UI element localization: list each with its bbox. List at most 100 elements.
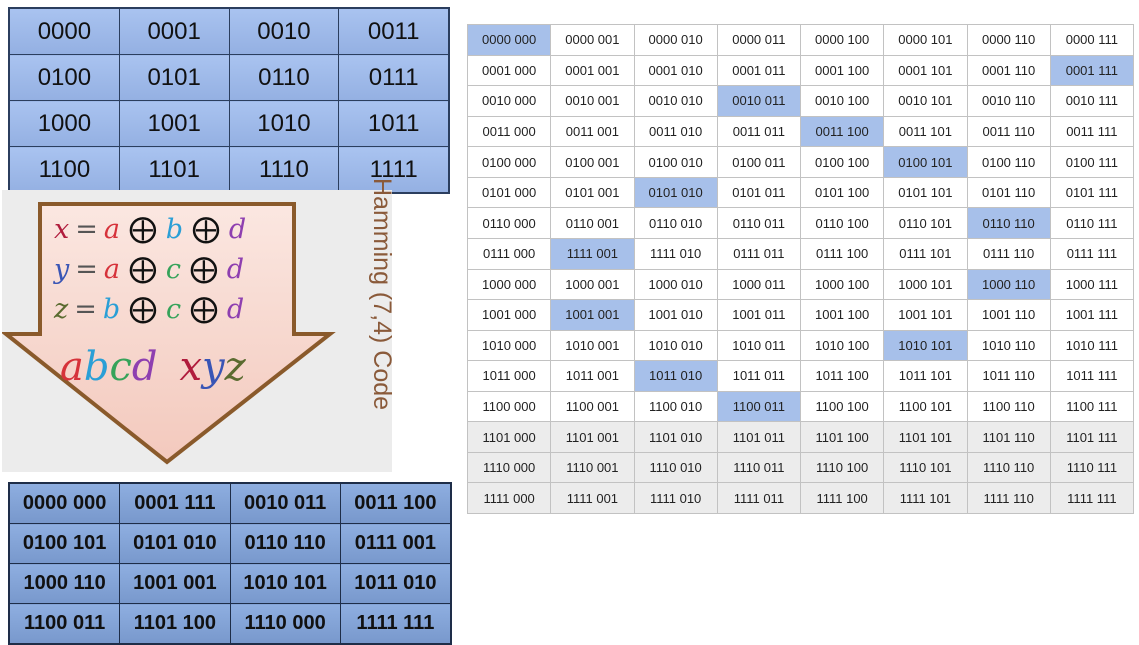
- codeword-cell: 1001 001: [119, 563, 231, 604]
- equals-sign: =: [75, 254, 98, 285]
- grid-cell: 1000 101: [883, 268, 968, 301]
- table-row: 0100 101 0101 010 0110 110 0111 001: [8, 523, 452, 564]
- grid-cell: 1010 000: [466, 329, 552, 362]
- table-row: 1000 000 1000 001 1000 010 1000 011 1000 100…: [466, 268, 1135, 301]
- grid-cell: 0101 110: [966, 176, 1051, 209]
- formula-term: b: [165, 214, 184, 245]
- grid-cell: 1010 110: [966, 329, 1051, 362]
- grid-cell: 0000 001: [550, 24, 635, 56]
- grid-cell: 0110 101: [883, 207, 968, 239]
- grid-cell: 0000 111: [1049, 24, 1135, 56]
- valid-codeword-cell: 0100 101: [883, 146, 968, 178]
- grid-cell: 0011 101: [883, 115, 968, 148]
- grid-cell: 0001 101: [883, 54, 968, 87]
- grid-cell: 0010 010: [633, 85, 718, 117]
- grid-cell: 0101 001: [550, 176, 635, 209]
- valid-codeword-cell: 1111 001: [550, 237, 635, 270]
- grid-cell: 0000 011: [716, 24, 802, 56]
- data-word-cell: 0010: [228, 7, 340, 55]
- codeword-cell: 0010 011: [229, 482, 341, 524]
- codeword-cell: 0001 111: [119, 482, 231, 524]
- codeword-cell: 1100 011: [8, 603, 121, 645]
- formula-term: c: [165, 294, 182, 325]
- seven-bit-grid: 0000 000 0000 001 0000 010 0000 011 0000 100…: [466, 24, 1135, 514]
- grid-cell: 1111 100: [799, 482, 885, 514]
- hamming-title: Hamming (7,4) Code: [368, 178, 396, 411]
- grid-cell: 0100 001: [550, 146, 635, 178]
- table-row: 0010 000 0010 001 0010 010 0010 011 0010 100…: [466, 85, 1135, 117]
- formula-term: a: [103, 254, 120, 285]
- data-word-cell: 0001: [118, 7, 230, 55]
- data-word-cell: 1000: [8, 100, 120, 147]
- grid-cell: 1110 001: [550, 451, 635, 484]
- valid-codeword-cell: 1110 000: [466, 451, 552, 484]
- grid-cell: 0011 111: [1049, 115, 1135, 148]
- valid-codeword-cell: 0011 100: [799, 115, 885, 148]
- formula-term: c: [165, 254, 181, 285]
- grid-cell: 0110 001: [550, 207, 635, 239]
- grid-cell: 1011 100: [799, 360, 885, 392]
- grid-cell: 0111 111: [1049, 237, 1135, 270]
- grid-cell: 1001 110: [966, 299, 1051, 331]
- grid-cell: 1101 101: [883, 421, 968, 453]
- grid-cell: 1100 110: [966, 390, 1051, 423]
- grid-cell: 1000 000: [466, 268, 552, 301]
- codeword-cell: 1011 010: [339, 563, 452, 604]
- table-row: 1100 1101 1110 1111: [8, 146, 450, 194]
- grid-cell: 1100 010: [633, 390, 718, 423]
- formula-x: x = a ⨁ b ⨁ d: [54, 212, 246, 245]
- valid-codeword-cell: 1011 010: [633, 360, 718, 392]
- formula-lhs: z: [54, 294, 69, 325]
- grid-cell: 1011 001: [550, 360, 635, 392]
- data-word-cell: 1001: [118, 100, 230, 147]
- formula-y: y = a ⨁ c ⨁ d: [54, 252, 244, 285]
- formula-z: z = b ⨁ c ⨁ d: [54, 292, 244, 325]
- grid-cell: 0001 110: [966, 54, 1051, 87]
- grid-cell: 1011 110: [966, 360, 1051, 392]
- table-row: 0100 000 0100 001 0100 010 0100 011 0100 100…: [466, 146, 1135, 178]
- table-row: 1011 000 1011 001 1011 010 1011 011 1011 100…: [466, 360, 1135, 392]
- formula-term: b: [102, 294, 121, 325]
- grid-cell: 0000 010: [633, 24, 718, 56]
- table-row: 0000 000 0000 001 0000 010 0000 011 0000 100…: [466, 24, 1135, 56]
- grid-cell: 1000 001: [550, 268, 635, 301]
- grid-cell: 0100 011: [716, 146, 802, 178]
- codeword-cell: 0011 100: [339, 482, 452, 524]
- valid-codeword-cell: 0001 111: [1049, 54, 1135, 87]
- codeword-letter: z: [224, 344, 246, 390]
- codeword-cell: 0110 110: [229, 523, 341, 564]
- data-word-cell: 1011: [338, 100, 450, 147]
- data-word-cell: 1010: [228, 100, 340, 147]
- formula-term: d: [226, 294, 245, 325]
- xor-icon: ⨁: [183, 212, 229, 245]
- grid-cell: 0011 000: [466, 115, 552, 148]
- codeword-letters: abcd xyz: [60, 344, 246, 390]
- grid-cell: 1000 111: [1049, 268, 1135, 301]
- data-word-cell: 1111: [338, 146, 450, 194]
- table-row: 0111 000 1111 001 1111 010 0111 011 0111 100…: [466, 237, 1135, 270]
- grid-cell: 0010 110: [966, 85, 1051, 117]
- grid-cell: 0101 101: [883, 176, 968, 209]
- valid-codeword-cell: 1001 001: [550, 299, 635, 331]
- table-row: 1110 000 1110 001 1110 010 1110 011 1110 100…: [466, 451, 1135, 484]
- grid-cell: 1011 011: [716, 360, 802, 392]
- grid-cell: 0001 001: [550, 54, 635, 87]
- equals-sign: =: [75, 214, 98, 245]
- xor-icon: ⨁: [119, 212, 166, 245]
- grid-cell: 1001 000: [466, 299, 552, 331]
- grid-cell: 1100 001: [550, 390, 635, 423]
- grid-cell: 1101 110: [966, 421, 1051, 453]
- encoding-arrow-panel: x = a ⨁ b ⨁ d y = a ⨁ c ⨁ d z = b ⨁ c ⨁ d: [2, 190, 392, 472]
- formula-lhs: y: [54, 254, 70, 285]
- grid-cell: 1100 101: [883, 390, 968, 423]
- formula-term: d: [226, 254, 245, 285]
- grid-cell: 0110 010: [633, 207, 718, 239]
- grid-cell: 1010 001: [550, 329, 635, 362]
- equals-sign: =: [74, 294, 97, 325]
- grid-cell: 1100 100: [799, 390, 885, 423]
- table-row: 0000 000 0001 111 0010 011 0011 100: [8, 482, 452, 524]
- down-arrow-icon: [2, 202, 336, 465]
- grid-cell: 1111 101: [883, 482, 968, 514]
- data-words-table: 0000 0001 0010 0011 0100 0101 0110 0111 1000 1001…: [8, 7, 450, 194]
- grid-cell: 0001 100: [799, 54, 885, 87]
